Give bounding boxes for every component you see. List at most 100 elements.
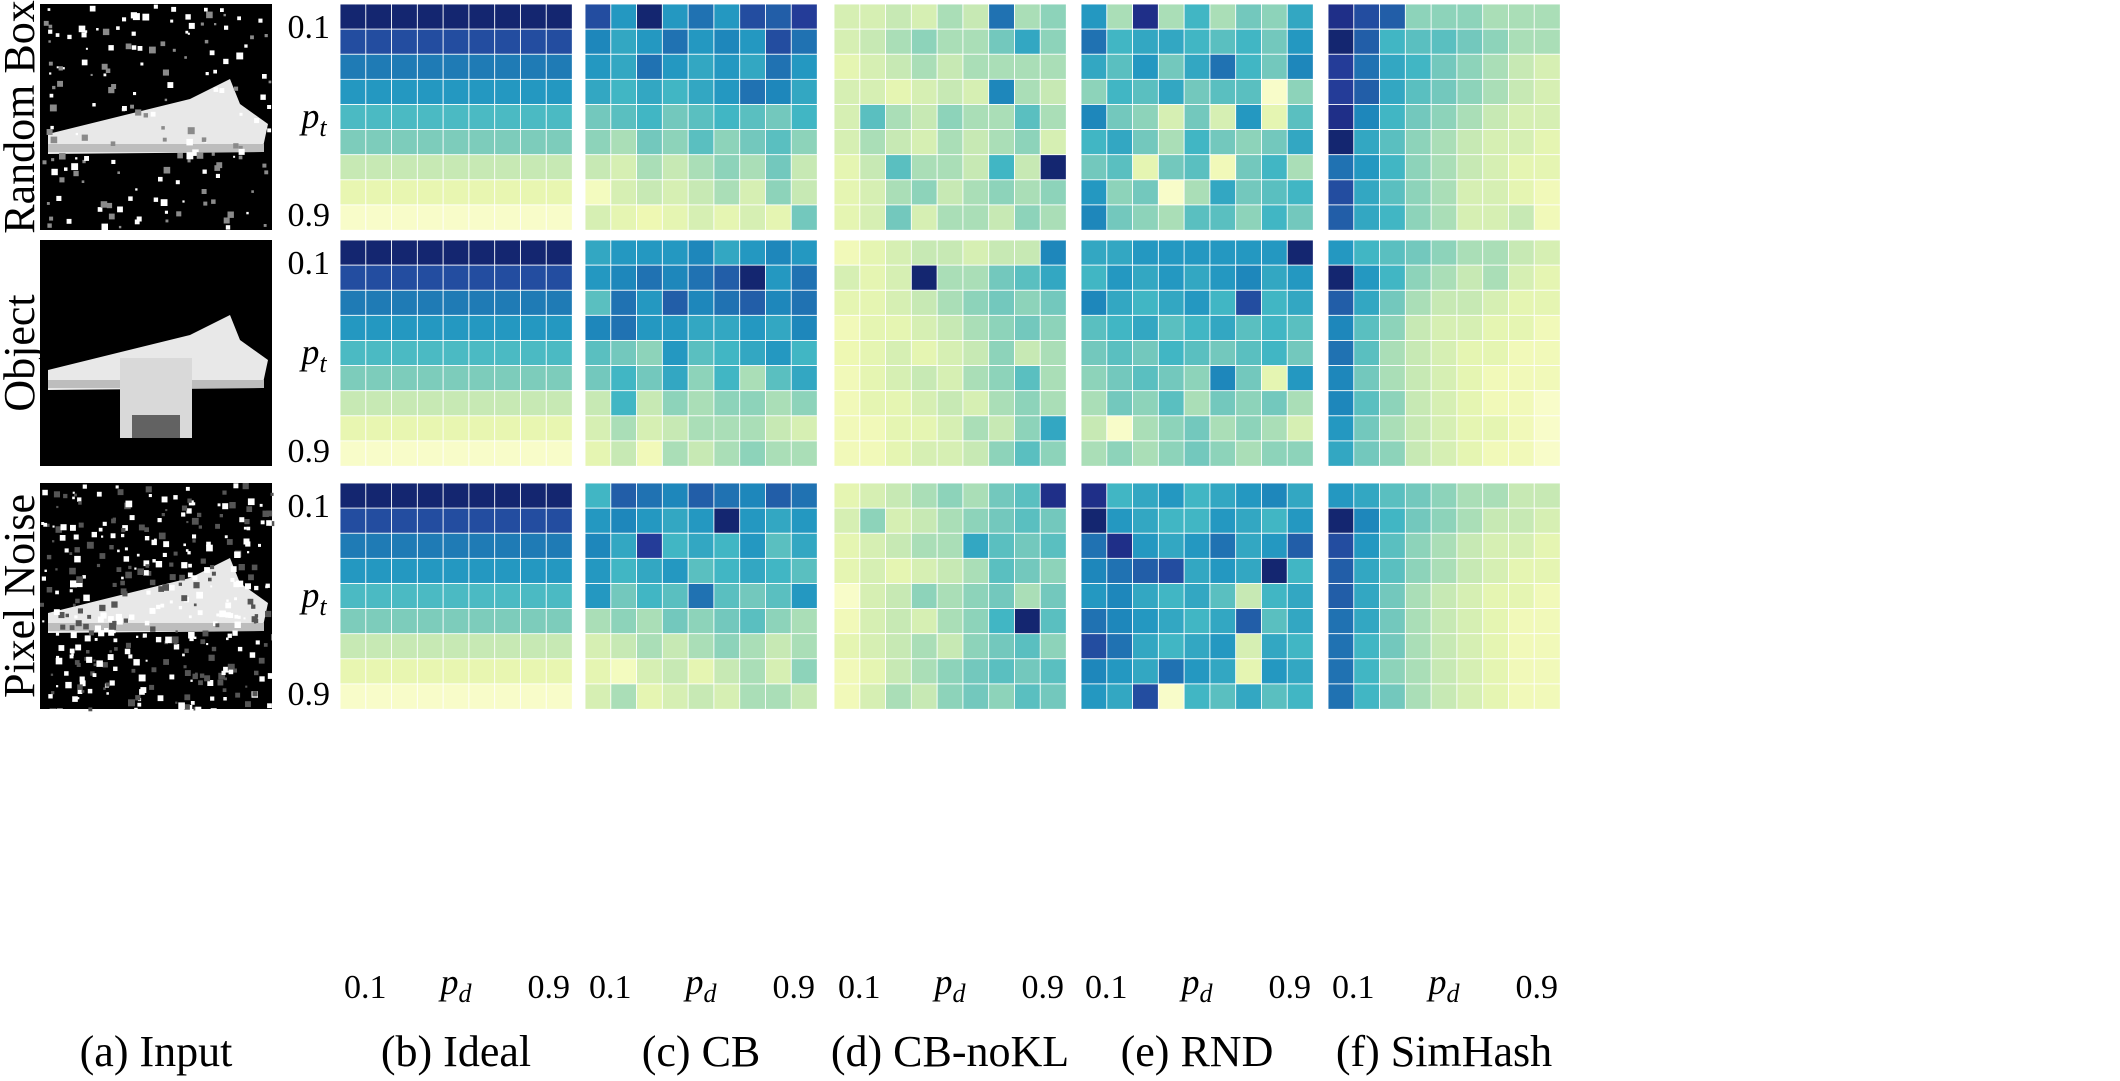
heatmap-cell xyxy=(1533,3,1561,30)
heatmap-cell xyxy=(910,365,938,392)
noise-pixel xyxy=(214,165,221,171)
heatmap-cell xyxy=(739,658,767,685)
heatmap-cell xyxy=(739,28,767,55)
heatmap-cell xyxy=(910,557,938,585)
noise-pixel xyxy=(105,682,110,687)
noise-pixel xyxy=(49,93,54,98)
heatmap-cell xyxy=(494,608,522,635)
heatmap-cell xyxy=(661,129,689,156)
heatmap-cell xyxy=(468,608,496,635)
heatmap-cell xyxy=(1507,507,1535,534)
heatmap-cell xyxy=(988,3,1016,30)
caption-2: (b) Ideal xyxy=(381,1027,531,1076)
heatmap-cell xyxy=(1379,440,1407,467)
heatmap-cell xyxy=(1379,365,1407,392)
heatmap-cell xyxy=(1286,179,1314,206)
x-tick-low: 0.1 xyxy=(838,969,881,1006)
noise-pixel xyxy=(193,582,200,589)
heatmap-cell xyxy=(764,507,792,534)
noise-pixel xyxy=(197,610,203,616)
heatmap-cell xyxy=(1456,78,1484,106)
heatmap-cell xyxy=(790,78,818,106)
heatmap-cell xyxy=(1235,314,1263,342)
heatmap-cell xyxy=(1132,482,1160,509)
heatmap-cell xyxy=(468,179,496,206)
heatmap-cell xyxy=(442,204,470,231)
heatmap-cell xyxy=(661,314,689,342)
heatmap-cell xyxy=(859,239,887,266)
heatmap-cell xyxy=(661,633,689,660)
noise-pixel xyxy=(262,74,267,79)
heatmap-cell xyxy=(1327,415,1355,442)
noise-pixel xyxy=(101,63,108,70)
heatmap-cell xyxy=(833,532,861,560)
heatmap-cell xyxy=(1235,683,1263,710)
heatmap-cell xyxy=(790,633,818,660)
heatmap-cell xyxy=(1456,339,1484,367)
heatmap-cell xyxy=(1106,482,1134,509)
heatmap-cell xyxy=(790,339,818,367)
heatmap-cell xyxy=(1353,53,1381,81)
heatmap-cell xyxy=(1209,608,1237,635)
heatmap-cell xyxy=(936,507,964,534)
noise-pixel xyxy=(157,518,162,523)
heatmap-cell xyxy=(885,582,913,610)
heatmap-cell xyxy=(545,683,573,710)
noise-pixel xyxy=(56,685,59,688)
heatmap-cell xyxy=(790,179,818,206)
noise-pixel xyxy=(267,128,272,133)
heatmap-object-cb-nokl xyxy=(833,239,1067,467)
noise-pixel xyxy=(89,5,96,12)
heatmap-cell xyxy=(339,53,367,81)
noise-pixel xyxy=(169,584,175,591)
heatmap-cell xyxy=(1039,440,1067,467)
noise-pixel xyxy=(103,73,107,77)
noise-pixel xyxy=(101,535,104,538)
heatmap-cell xyxy=(885,390,913,417)
heatmap-cell xyxy=(1260,204,1288,231)
heatmap-cell xyxy=(584,482,612,509)
noise-pixel xyxy=(65,681,72,689)
heatmap-cell xyxy=(1235,129,1263,156)
heatmap-cell xyxy=(910,314,938,342)
noise-pixel xyxy=(69,654,74,659)
heatmap-cell xyxy=(859,582,887,610)
heatmap-cell xyxy=(1327,532,1355,560)
heatmap-cell xyxy=(545,289,573,317)
heatmap-cell xyxy=(1404,440,1432,467)
noise-pixel xyxy=(155,561,163,568)
heatmap-cell xyxy=(1353,440,1381,467)
heatmap-cell xyxy=(1080,289,1108,317)
noise-pixel xyxy=(244,44,248,48)
heatmap-cell xyxy=(1013,3,1041,30)
heatmap-cell xyxy=(1039,582,1067,610)
heatmap-cell xyxy=(1507,289,1535,317)
heatmap-cell xyxy=(910,129,938,156)
noise-pixel xyxy=(111,518,116,524)
heatmap-cell xyxy=(1327,264,1355,291)
noise-pixel xyxy=(254,670,259,676)
heatmap-cell xyxy=(1327,390,1355,417)
heatmap-cell xyxy=(1106,179,1134,206)
heatmap-cell xyxy=(1260,154,1288,181)
heatmap-cell xyxy=(1132,179,1160,206)
heatmap-cell xyxy=(962,658,990,685)
noise-pixel xyxy=(57,708,63,715)
heatmap-cell xyxy=(687,3,715,30)
noise-pixel xyxy=(185,30,189,34)
heatmap-cell xyxy=(661,582,689,610)
heatmap-cell xyxy=(1404,314,1432,342)
noise-pixel xyxy=(155,636,162,643)
heatmap-cell xyxy=(1456,390,1484,417)
heatmap-cell xyxy=(936,532,964,560)
heatmap-cell xyxy=(910,633,938,660)
noise-pixel xyxy=(215,173,220,178)
heatmap-cell xyxy=(1353,28,1381,55)
noise-pixel xyxy=(128,565,132,570)
heatmap-cell xyxy=(1013,129,1041,156)
heatmap-cell xyxy=(584,608,612,635)
heatmap-cell xyxy=(1286,557,1314,585)
noise-pixel xyxy=(254,619,259,623)
heatmap-cell xyxy=(859,633,887,660)
